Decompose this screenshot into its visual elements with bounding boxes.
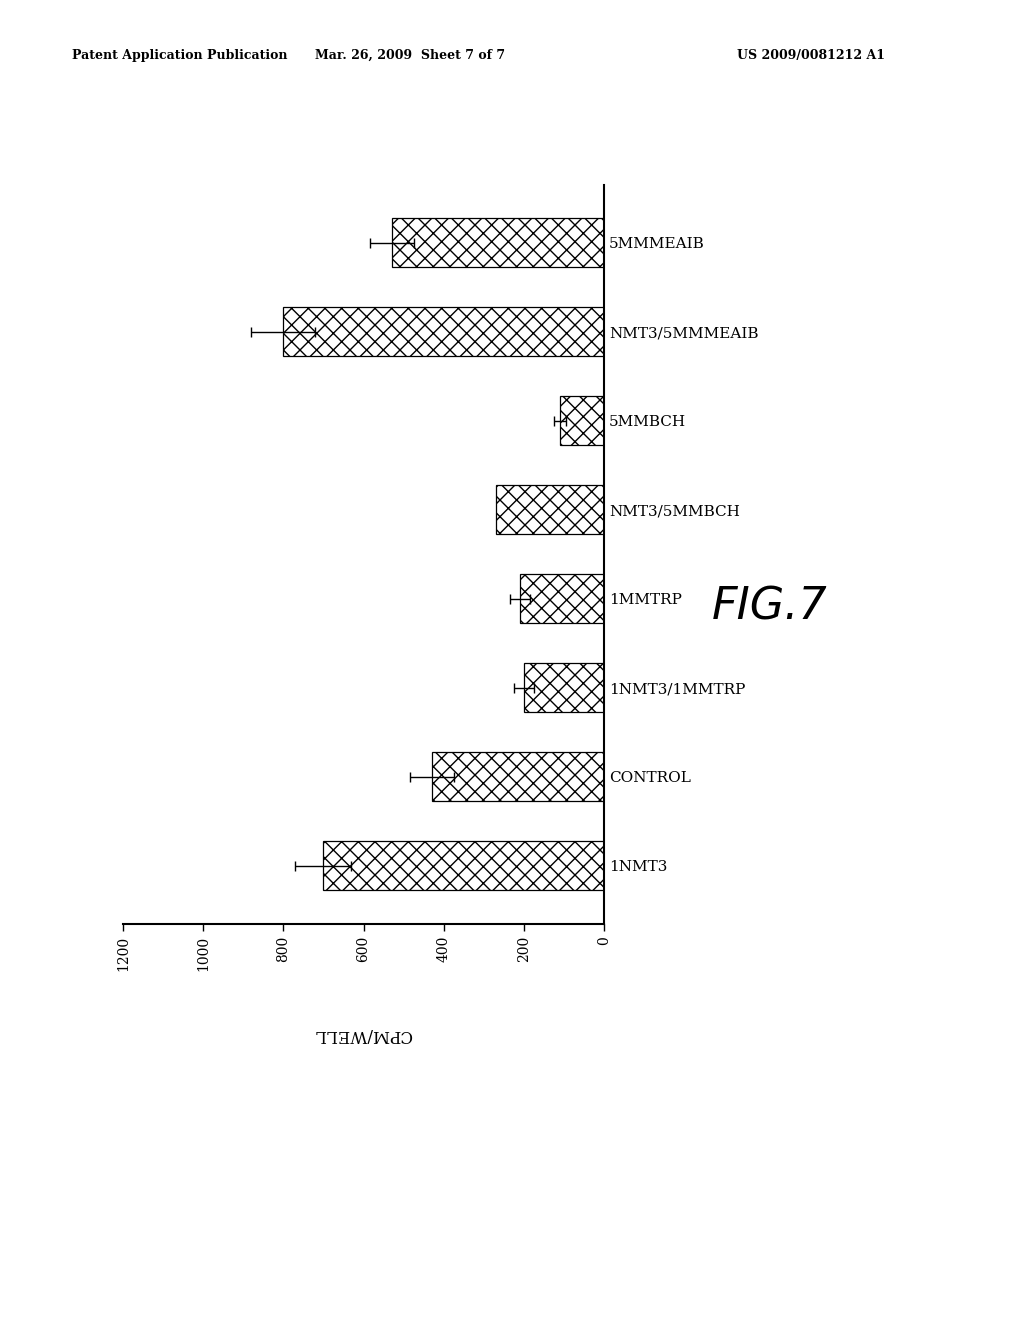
X-axis label: CPM/WELL: CPM/WELL bbox=[314, 1027, 413, 1044]
Text: FIG.7: FIG.7 bbox=[712, 586, 827, 628]
Bar bbox=[284, 308, 604, 356]
Bar bbox=[520, 574, 604, 623]
Text: Mar. 26, 2009  Sheet 7 of 7: Mar. 26, 2009 Sheet 7 of 7 bbox=[314, 49, 505, 62]
Text: US 2009/0081212 A1: US 2009/0081212 A1 bbox=[737, 49, 886, 62]
Bar bbox=[560, 396, 604, 445]
Bar bbox=[496, 486, 604, 535]
Text: Patent Application Publication: Patent Application Publication bbox=[72, 49, 287, 62]
Bar bbox=[524, 664, 604, 713]
Bar bbox=[391, 218, 604, 268]
Bar bbox=[432, 752, 604, 801]
Bar bbox=[324, 841, 604, 891]
